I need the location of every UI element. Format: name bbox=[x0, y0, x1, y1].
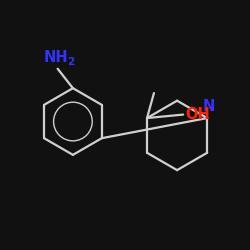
Text: N: N bbox=[202, 99, 215, 114]
Text: NH: NH bbox=[44, 50, 68, 64]
Text: OH: OH bbox=[185, 107, 210, 122]
Text: 2: 2 bbox=[67, 57, 74, 67]
